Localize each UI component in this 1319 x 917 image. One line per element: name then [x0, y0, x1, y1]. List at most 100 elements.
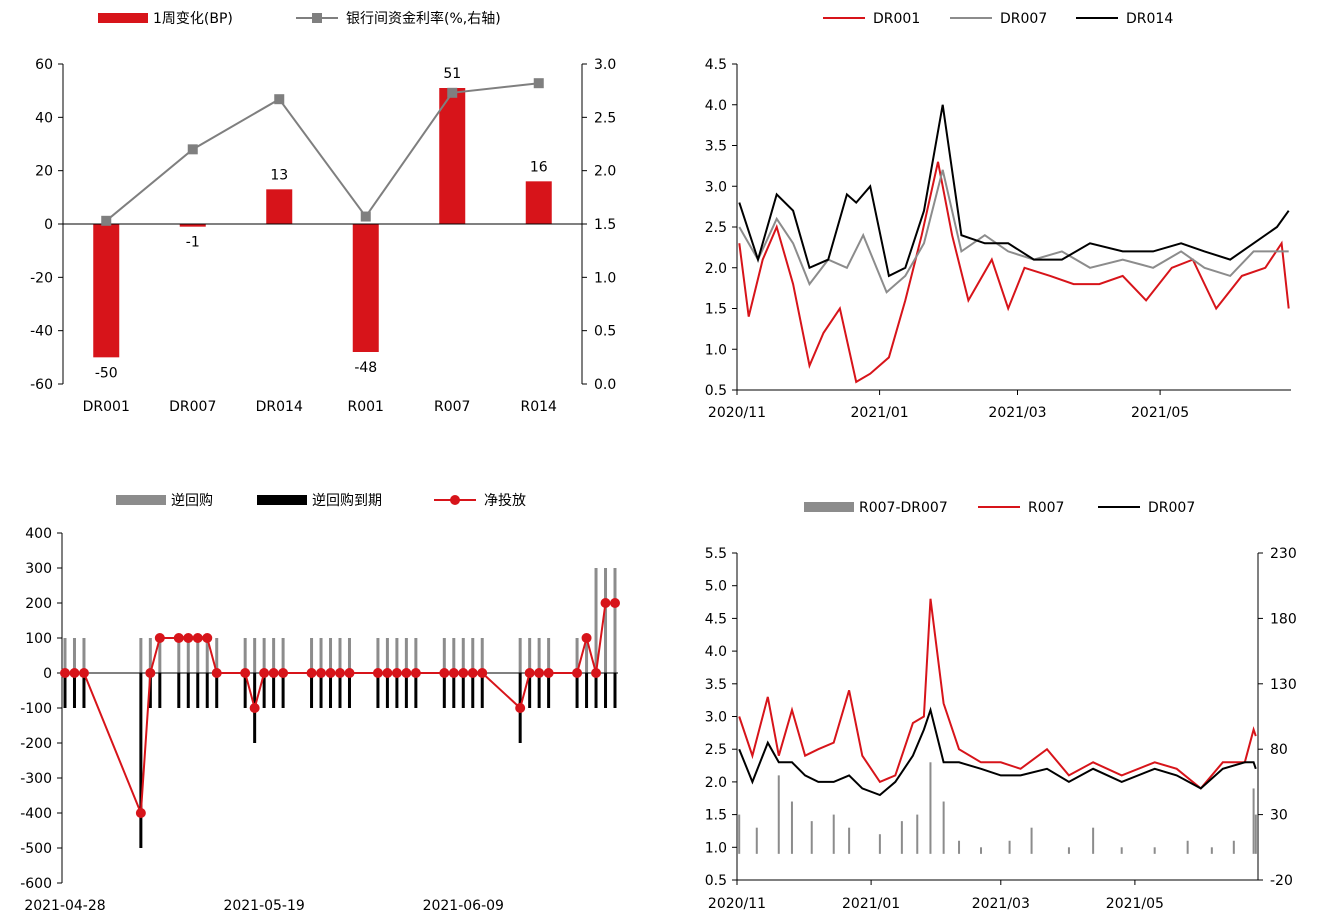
- y-left-tick-label: 20: [35, 164, 53, 180]
- bar-value-label: 13: [270, 167, 288, 183]
- bar-reverse-repo: [272, 638, 276, 673]
- point-net-injection: [534, 668, 545, 678]
- bar-reverse-repo: [329, 638, 333, 673]
- y-left-tick-label: -40: [30, 324, 53, 340]
- point-net-injection: [240, 668, 251, 678]
- bar-spread: [1186, 840, 1189, 854]
- x-tick-label: DR001: [83, 399, 130, 415]
- point-net-injection: [192, 633, 203, 643]
- bar-spread: [848, 827, 851, 854]
- bar-spread: [1092, 827, 1095, 854]
- bar-spread: [878, 834, 881, 854]
- y-tick-label: -600: [20, 876, 52, 892]
- bar-reverse-repo: [72, 638, 76, 673]
- x-tick-label: 2021-05-19: [223, 898, 304, 914]
- bar-reverse-repo: [82, 638, 86, 673]
- y-right-tick-label: 230: [1270, 546, 1297, 562]
- point-net-injection: [268, 668, 279, 678]
- reverse-repo-maturity-legend-swatch: [257, 495, 307, 505]
- x-tick-label: 2020/11: [708, 896, 766, 912]
- bar-reverse-repo: [395, 638, 399, 673]
- bar-reverse-repo-maturity: [528, 673, 532, 708]
- point-net-injection: [249, 703, 260, 713]
- point-net-injection: [382, 668, 393, 678]
- point-net-injection: [439, 668, 450, 678]
- y-right-tick-label: 180: [1270, 611, 1297, 627]
- net-injection-legend-marker: [450, 495, 460, 505]
- bar-reverse-repo-maturity: [613, 673, 617, 708]
- bar-spread: [810, 821, 813, 854]
- x-tick-label: 2021/01: [851, 405, 909, 421]
- y-tick-label: -500: [20, 841, 52, 857]
- bar-reverse-repo: [243, 638, 247, 673]
- y-right-tick-label: 2.0: [594, 164, 616, 180]
- series-2-legend-label: DR014: [1126, 11, 1173, 27]
- bar-reverse-repo-maturity: [338, 673, 342, 708]
- point-net-injection: [581, 633, 592, 643]
- bar-reverse-repo: [528, 638, 532, 673]
- point-net-injection: [477, 668, 488, 678]
- x-tick-label: DR014: [256, 399, 303, 415]
- y-left-tick-label: 0: [44, 217, 53, 233]
- bar-spread: [738, 814, 741, 854]
- line-point-interbank-rate: [274, 94, 285, 105]
- point-net-injection: [467, 668, 478, 678]
- point-net-injection: [448, 668, 459, 678]
- point-net-injection: [391, 668, 402, 678]
- bar-reverse-repo-maturity: [404, 673, 408, 708]
- y-left-tick-label: 3.0: [705, 710, 727, 726]
- point-net-injection: [600, 598, 611, 608]
- point-net-injection: [211, 668, 222, 678]
- spread-legend-swatch: [804, 502, 854, 512]
- line-interbank-rate: [105, 82, 539, 222]
- bar-spread: [1153, 847, 1156, 854]
- bar-spread: [790, 801, 793, 854]
- y-left-tick-label: 1.0: [705, 840, 727, 856]
- bar-spread: [958, 840, 961, 854]
- bar-value-label: -48: [354, 360, 377, 376]
- line-point-interbank-rate: [360, 211, 371, 222]
- bar-reverse-repo: [338, 638, 342, 673]
- bar-reverse-repo: [537, 638, 541, 673]
- bar-reverse-repo: [385, 638, 389, 673]
- chart-weekly-change: 1周变化(BP) 银行间资金利率(%,右轴) 60 40 20 0 -20 -40 -60 3.0…: [0, 0, 660, 440]
- point-net-injection: [325, 668, 336, 678]
- bar-spread: [1252, 788, 1255, 854]
- point-net-injection: [372, 668, 383, 678]
- y-tick-label: 0.5: [705, 383, 727, 399]
- bar-reverse-repo: [480, 638, 484, 673]
- y-left-tick-label: 4.0: [705, 644, 727, 660]
- bar-reverse-repo-maturity: [186, 673, 190, 708]
- bar-reverse-repo-maturity: [537, 673, 541, 708]
- bar-reverse-repo: [613, 568, 617, 673]
- y-tick-label: 3.5: [705, 139, 727, 155]
- bar-reverse-repo-maturity: [471, 673, 475, 708]
- reverse-repo-legend-label: 逆回购: [171, 493, 213, 509]
- y-tick-label: -200: [20, 736, 52, 752]
- bar-reverse-repo: [585, 638, 589, 673]
- y-tick-label: 2.0: [705, 261, 727, 277]
- bar-reverse-repo-maturity: [139, 673, 143, 848]
- bar-reverse-repo-maturity: [329, 673, 333, 708]
- y-tick-label: 2.5: [705, 220, 727, 236]
- bar-spread: [1067, 847, 1070, 854]
- bar-spread: [832, 814, 835, 854]
- bar-reverse-repo: [442, 638, 446, 673]
- y-tick-label: 1.5: [705, 302, 727, 318]
- line-point-interbank-rate: [187, 144, 198, 155]
- y-tick-label: 0: [43, 666, 52, 682]
- x-tick-label: 2020/11: [708, 405, 766, 421]
- bar-reverse-repo-maturity: [604, 673, 608, 708]
- bar-spread: [1030, 827, 1033, 854]
- bar-reverse-repo-maturity: [480, 673, 484, 708]
- point-net-injection: [458, 668, 469, 678]
- bar-reverse-repo: [347, 638, 351, 673]
- bar-reverse-repo: [414, 638, 418, 673]
- y-left-tick-label: 40: [35, 110, 53, 126]
- chart-dr-rates: DR001 DR007 DR014 4.5 4.0 3.5 3.0 2.5 2.0 1.5 1.0 0…: [660, 0, 1319, 440]
- point-net-injection: [154, 633, 165, 643]
- x-tick-label: R001: [348, 399, 384, 415]
- bar-weekly-change: [266, 189, 293, 224]
- chart-r007-vs-dr007: R007-DR007 R007 DR007 5.5 5.0 4.5 4.0 3.5 3.0 2.5…: [660, 460, 1319, 917]
- line-r007: [738, 598, 1257, 790]
